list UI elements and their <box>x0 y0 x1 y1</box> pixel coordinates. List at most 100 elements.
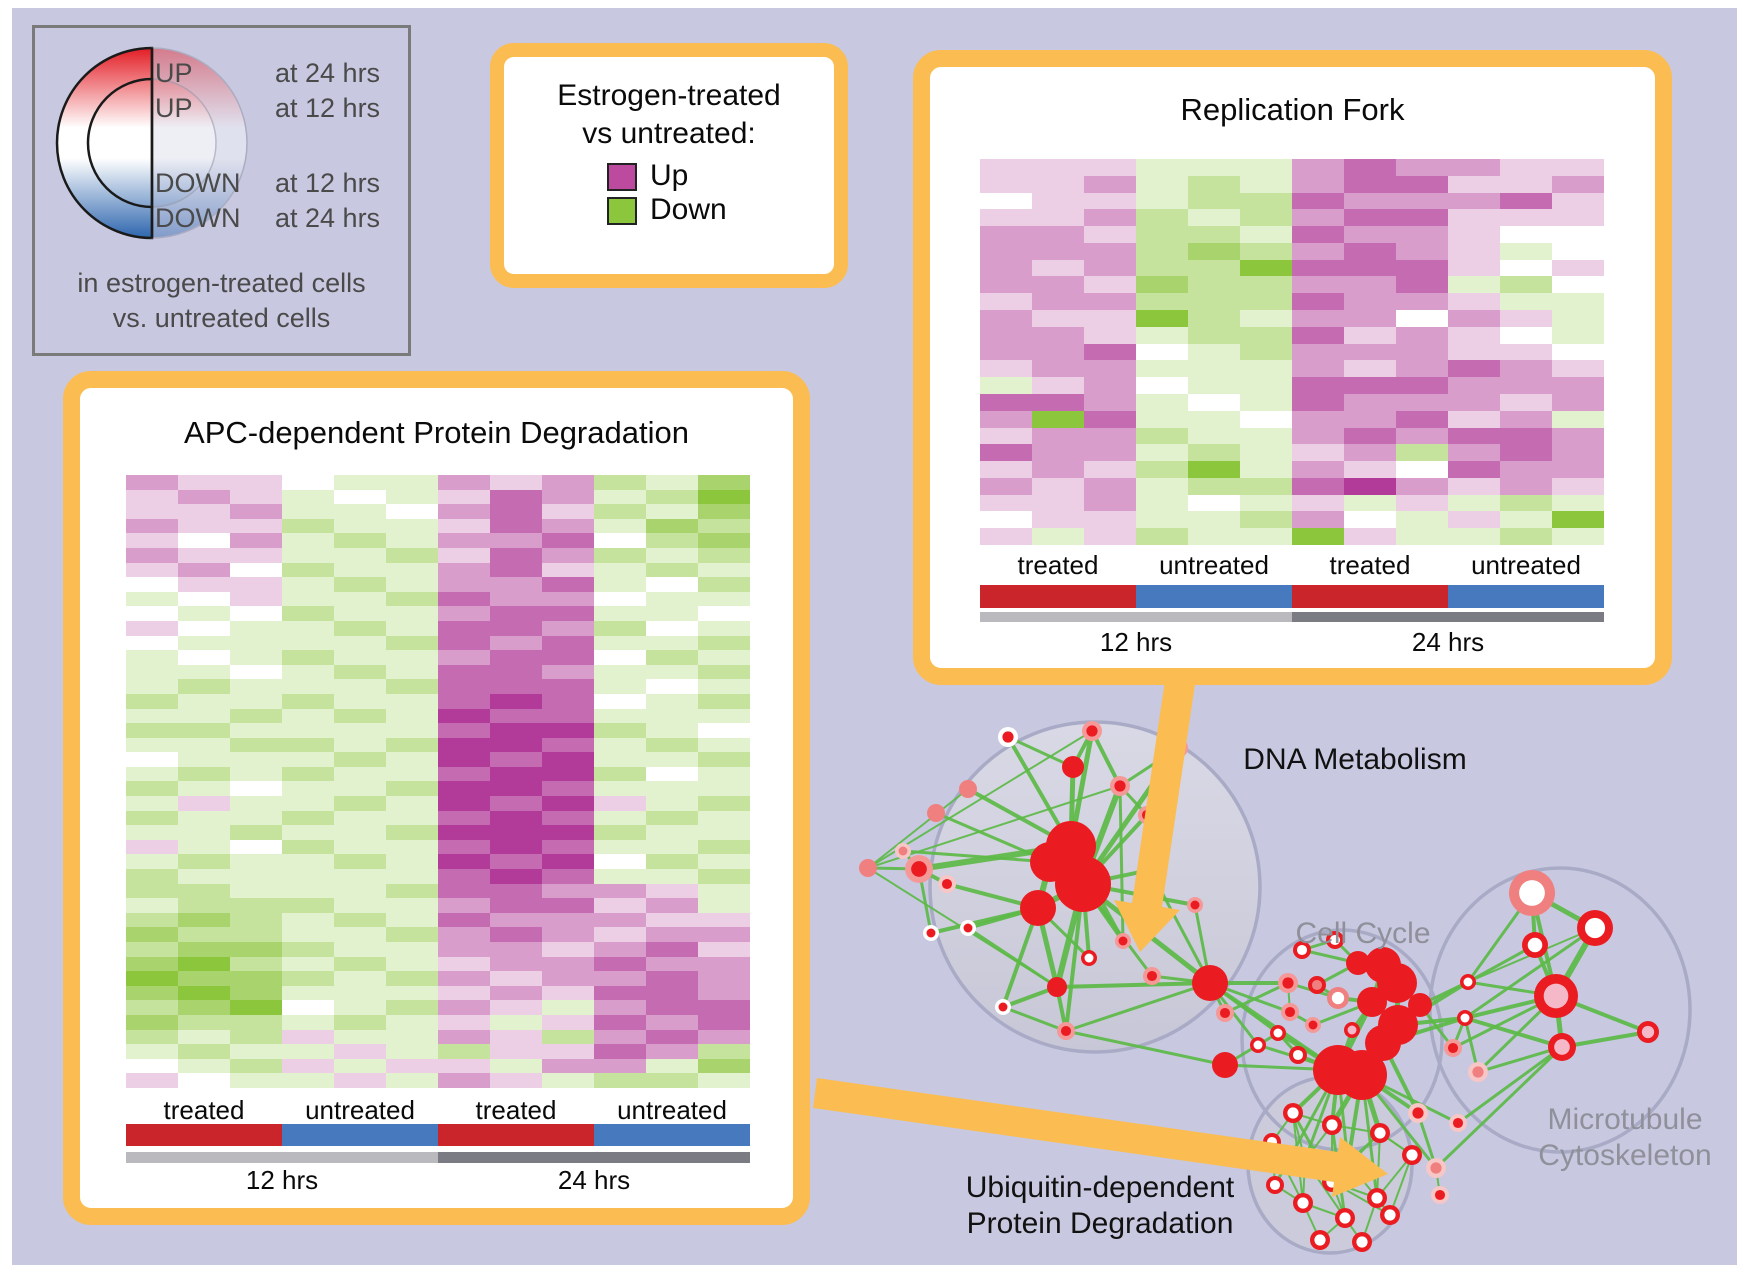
condition-bar-segment <box>126 1124 282 1146</box>
heatmap-cell <box>646 635 698 651</box>
heatmap-cell <box>282 635 334 651</box>
heatmap-cell <box>230 606 282 621</box>
heatmap-cell <box>1344 444 1396 462</box>
heatmap-cell <box>646 606 698 621</box>
heatmap-cell <box>1188 310 1240 327</box>
heatmap-cell <box>1136 192 1188 210</box>
heatmap-cell <box>542 737 594 753</box>
heatmap-cell <box>646 796 698 811</box>
heatmap-cell <box>646 591 698 607</box>
cell-cycle-label: Cell Cycle <box>1295 917 1431 950</box>
heatmap-cell <box>1240 477 1292 495</box>
heatmap-cell <box>282 591 334 607</box>
heatmap-cell <box>230 1073 282 1088</box>
heatmap-cell <box>334 504 386 519</box>
heatmap-cell <box>490 679 542 694</box>
heatmap-cell <box>1552 209 1604 227</box>
heatmap-cell <box>1448 276 1500 294</box>
heatmap-cell <box>1292 326 1344 344</box>
heatmap-cell <box>594 1015 646 1030</box>
heatmap-cell <box>178 956 230 972</box>
legend-time-12: at 12 hrs <box>275 93 381 123</box>
heatmap-cell <box>334 737 386 753</box>
heatmap-cell <box>230 679 282 694</box>
heatmap-cell <box>646 577 698 592</box>
heatmap-cell <box>1188 192 1240 210</box>
heatmap-cell <box>1032 528 1084 545</box>
heatmap-cell <box>386 1073 438 1088</box>
heatmap-cell <box>646 898 698 913</box>
heatmap-cell <box>698 693 750 709</box>
network-node-core <box>941 878 953 890</box>
heatmap-cell <box>334 971 386 986</box>
heatmap-cell <box>438 898 490 913</box>
heatmap-cell <box>1448 192 1500 210</box>
heatmap-cell <box>1188 511 1240 529</box>
condition-bar-segment <box>126 1152 438 1163</box>
heatmap-cell <box>126 650 178 665</box>
heatmap-cell <box>1500 192 1552 210</box>
heatmap-cell <box>1240 444 1292 462</box>
heatmap-cell <box>178 737 230 753</box>
heatmap-cell <box>386 766 438 782</box>
heatmap-cell <box>230 956 282 972</box>
heatmap-cell <box>334 489 386 505</box>
heatmap-cell <box>230 942 282 957</box>
heatmap-cell <box>1552 226 1604 243</box>
heatmap-cell <box>438 1073 490 1088</box>
heatmap-cell <box>1396 326 1448 344</box>
heatmap-cell <box>1084 209 1136 227</box>
heatmap-cell <box>490 708 542 724</box>
heatmap-cell <box>1240 511 1292 529</box>
heatmap-cell <box>1500 393 1552 411</box>
heatmap-cell <box>542 956 594 972</box>
heatmap-cell <box>1448 393 1500 411</box>
heatmap-cell <box>1084 461 1136 478</box>
heatmap-cell <box>1344 276 1396 294</box>
heatmap-cell <box>386 1015 438 1030</box>
heatmap-cell <box>542 518 594 534</box>
heatmap-cell <box>126 956 178 972</box>
heatmap-cell <box>1136 393 1188 411</box>
heatmap-cell <box>594 708 646 724</box>
heatmap-cell <box>698 1000 750 1016</box>
heatmap-cell <box>698 825 750 840</box>
apc-heatmap <box>126 475 750 1088</box>
heatmap-cell <box>1500 377 1552 394</box>
heatmap-cell <box>230 650 282 665</box>
heatmap-cell <box>126 971 178 986</box>
heatmap-cell <box>698 533 750 548</box>
heatmap-cell <box>1552 427 1604 445</box>
heatmap-cell <box>438 927 490 943</box>
heatmap-cell <box>1344 528 1396 545</box>
heatmap-cell <box>1500 494 1552 512</box>
heatmap-cell <box>334 518 386 534</box>
heatmap-cell <box>1188 410 1240 428</box>
heatmap-cell <box>126 547 178 563</box>
heatmap-cell <box>1188 494 1240 512</box>
heatmap-cell <box>1552 393 1604 411</box>
heatmap-cell <box>1032 477 1084 495</box>
heatmap-cell <box>438 796 490 811</box>
heatmap-cell <box>1344 226 1396 243</box>
heatmap-cell <box>1292 175 1344 193</box>
heatmap-cell <box>1084 192 1136 210</box>
heatmap-cell <box>1552 159 1604 176</box>
heatmap-cell <box>490 1029 542 1045</box>
heatmap-cell <box>230 839 282 855</box>
heatmap-cell <box>1032 444 1084 462</box>
heatmap-cell <box>1188 528 1240 545</box>
condition-bar-segment <box>980 585 1136 608</box>
heatmap-cell <box>178 854 230 870</box>
heatmap-cell <box>646 1015 698 1030</box>
heatmap-cell <box>1292 192 1344 210</box>
heatmap-cell <box>438 620 490 636</box>
heatmap-cell <box>1500 276 1552 294</box>
heatmap-cell <box>646 533 698 548</box>
heatmap-cell <box>1084 377 1136 394</box>
heatmap-cell <box>1188 159 1240 176</box>
network-node <box>1047 977 1067 997</box>
heatmap-cell <box>542 1015 594 1030</box>
heatmap-cell <box>178 796 230 811</box>
